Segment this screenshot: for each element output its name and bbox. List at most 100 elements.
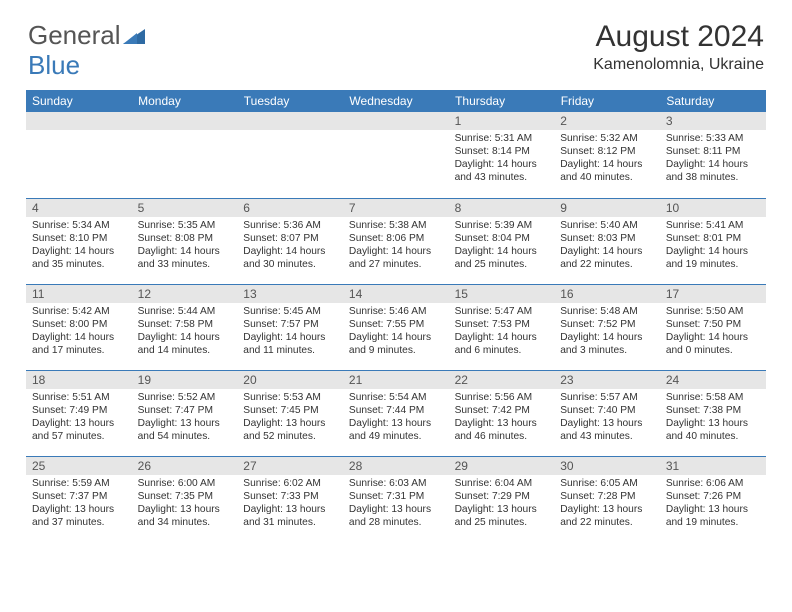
cell-content <box>132 130 238 136</box>
day-header: Wednesday <box>343 90 449 112</box>
cell-line: Sunset: 7:52 PM <box>560 318 654 331</box>
cell-content <box>343 130 449 136</box>
calendar-cell: 6Sunrise: 5:36 AMSunset: 8:07 PMDaylight… <box>237 198 343 284</box>
day-number: 30 <box>554 457 660 475</box>
cell-line: Daylight: 13 hours and 43 minutes. <box>560 417 654 443</box>
cell-line: Sunrise: 6:06 AM <box>666 477 760 490</box>
calendar-cell: 21Sunrise: 5:54 AMSunset: 7:44 PMDayligh… <box>343 370 449 456</box>
day-number: 27 <box>237 457 343 475</box>
calendar-cell: 17 Sunrise: 5:50 AMSunset: 7:50 PMDayligh… <box>660 284 766 370</box>
cell-line: Daylight: 13 hours and 31 minutes. <box>243 503 337 529</box>
cell-line: Sunset: 8:11 PM <box>666 145 760 158</box>
day-number: 17 <box>660 285 766 303</box>
cell-line: Sunset: 7:35 PM <box>138 490 232 503</box>
calendar-cell: 11Sunrise: 5:42 AMSunset: 8:00 PMDayligh… <box>26 284 132 370</box>
cell-line: Sunset: 8:01 PM <box>666 232 760 245</box>
cell-content: Sunrise: 5:36 AMSunset: 8:07 PMDaylight:… <box>237 217 343 275</box>
day-number <box>237 112 343 130</box>
calendar-cell: 13Sunrise: 5:45 AMSunset: 7:57 PMDayligh… <box>237 284 343 370</box>
calendar-cell: 18Sunrise: 5:51 AMSunset: 7:49 PMDayligh… <box>26 370 132 456</box>
calendar-cell <box>343 112 449 198</box>
day-number: 26 <box>132 457 238 475</box>
calendar-cell: 9Sunrise: 5:40 AMSunset: 8:03 PMDaylight… <box>554 198 660 284</box>
cell-content: Sunrise: 6:03 AMSunset: 7:31 PMDaylight:… <box>343 475 449 533</box>
day-number: 10 <box>660 199 766 217</box>
cell-line: Sunrise: 5:31 AM <box>455 132 549 145</box>
day-header: Thursday <box>449 90 555 112</box>
cell-line: Sunrise: 6:04 AM <box>455 477 549 490</box>
cell-line: Sunrise: 5:58 AM <box>666 391 760 404</box>
cell-line: Sunset: 7:33 PM <box>243 490 337 503</box>
cell-content: Sunrise: 5:52 AMSunset: 7:47 PMDaylight:… <box>132 389 238 447</box>
day-number: 7 <box>343 199 449 217</box>
page-title: August 2024 <box>593 20 764 54</box>
cell-line: Sunrise: 5:32 AM <box>560 132 654 145</box>
cell-line: Sunrise: 5:35 AM <box>138 219 232 232</box>
cell-content <box>237 130 343 136</box>
cell-line: Sunrise: 5:48 AM <box>560 305 654 318</box>
day-number: 29 <box>449 457 555 475</box>
cell-content: Sunrise: 5:31 AMSunset: 8:14 PMDaylight:… <box>449 130 555 188</box>
cell-line: Sunrise: 5:56 AM <box>455 391 549 404</box>
cell-line: Sunset: 8:14 PM <box>455 145 549 158</box>
cell-line: Sunset: 7:40 PM <box>560 404 654 417</box>
cell-line: Sunrise: 5:47 AM <box>455 305 549 318</box>
cell-content: Sunrise: 5:41 AMSunset: 8:01 PMDaylight:… <box>660 217 766 275</box>
cell-line: Sunset: 7:50 PM <box>666 318 760 331</box>
calendar-cell: 26Sunrise: 6:00 AMSunset: 7:35 PMDayligh… <box>132 456 238 542</box>
day-number: 18 <box>26 371 132 389</box>
cell-line: Daylight: 14 hours and 25 minutes. <box>455 245 549 271</box>
cell-line: Daylight: 13 hours and 25 minutes. <box>455 503 549 529</box>
calendar-cell: 16Sunrise: 5:48 AMSunset: 7:52 PMDayligh… <box>554 284 660 370</box>
cell-content: Sunrise: 5:53 AMSunset: 7:45 PMDaylight:… <box>237 389 343 447</box>
cell-line: Daylight: 13 hours and 57 minutes. <box>32 417 126 443</box>
cell-line: Daylight: 13 hours and 28 minutes. <box>349 503 443 529</box>
cell-line: Sunrise: 5:50 AM <box>666 305 760 318</box>
cell-content: Sunrise: 5:59 AMSunset: 7:37 PMDaylight:… <box>26 475 132 533</box>
cell-line: Daylight: 13 hours and 19 minutes. <box>666 503 760 529</box>
cell-line: Sunrise: 5:39 AM <box>455 219 549 232</box>
calendar-cell: 20Sunrise: 5:53 AMSunset: 7:45 PMDayligh… <box>237 370 343 456</box>
cell-content: Sunrise: 6:05 AMSunset: 7:28 PMDaylight:… <box>554 475 660 533</box>
cell-line: Sunset: 8:06 PM <box>349 232 443 245</box>
cell-line: Daylight: 14 hours and 17 minutes. <box>32 331 126 357</box>
cell-content: Sunrise: 5:48 AMSunset: 7:52 PMDaylight:… <box>554 303 660 361</box>
calendar-row: 25Sunrise: 5:59 AMSunset: 7:37 PMDayligh… <box>26 456 766 542</box>
cell-line: Daylight: 14 hours and 0 minutes. <box>666 331 760 357</box>
cell-line: Daylight: 13 hours and 54 minutes. <box>138 417 232 443</box>
cell-content: Sunrise: 5:58 AMSunset: 7:38 PMDaylight:… <box>660 389 766 447</box>
cell-line: Sunset: 7:55 PM <box>349 318 443 331</box>
cell-line: Sunset: 8:03 PM <box>560 232 654 245</box>
cell-line: Sunset: 8:08 PM <box>138 232 232 245</box>
cell-line: Sunset: 7:57 PM <box>243 318 337 331</box>
cell-content: Sunrise: 5:35 AMSunset: 8:08 PMDaylight:… <box>132 217 238 275</box>
cell-line: Sunset: 8:00 PM <box>32 318 126 331</box>
day-number: 12 <box>132 285 238 303</box>
day-header: Monday <box>132 90 238 112</box>
calendar-cell: 24Sunrise: 5:58 AMSunset: 7:38 PMDayligh… <box>660 370 766 456</box>
logo-word2: Blue <box>28 50 80 81</box>
cell-line: Sunset: 7:37 PM <box>32 490 126 503</box>
day-header: Tuesday <box>237 90 343 112</box>
calendar-cell: 19Sunrise: 5:52 AMSunset: 7:47 PMDayligh… <box>132 370 238 456</box>
cell-line: Daylight: 13 hours and 46 minutes. <box>455 417 549 443</box>
cell-content: Sunrise: 5:33 AMSunset: 8:11 PMDaylight:… <box>660 130 766 188</box>
calendar-row: 1Sunrise: 5:31 AMSunset: 8:14 PMDaylight… <box>26 112 766 198</box>
cell-line: Daylight: 14 hours and 33 minutes. <box>138 245 232 271</box>
cell-line: Sunset: 7:38 PM <box>666 404 760 417</box>
cell-line: Sunset: 7:42 PM <box>455 404 549 417</box>
cell-line: Sunrise: 5:38 AM <box>349 219 443 232</box>
cell-line: Daylight: 13 hours and 40 minutes. <box>666 417 760 443</box>
calendar-row: 18Sunrise: 5:51 AMSunset: 7:49 PMDayligh… <box>26 370 766 456</box>
day-number: 20 <box>237 371 343 389</box>
day-number <box>343 112 449 130</box>
calendar-cell: 28Sunrise: 6:03 AMSunset: 7:31 PMDayligh… <box>343 456 449 542</box>
cell-line: Sunset: 7:58 PM <box>138 318 232 331</box>
calendar-cell: 15Sunrise: 5:47 AMSunset: 7:53 PMDayligh… <box>449 284 555 370</box>
day-number: 8 <box>449 199 555 217</box>
day-number: 13 <box>237 285 343 303</box>
day-number: 4 <box>26 199 132 217</box>
calendar-cell <box>132 112 238 198</box>
cell-line: Sunset: 7:26 PM <box>666 490 760 503</box>
cell-content: Sunrise: 6:02 AMSunset: 7:33 PMDaylight:… <box>237 475 343 533</box>
